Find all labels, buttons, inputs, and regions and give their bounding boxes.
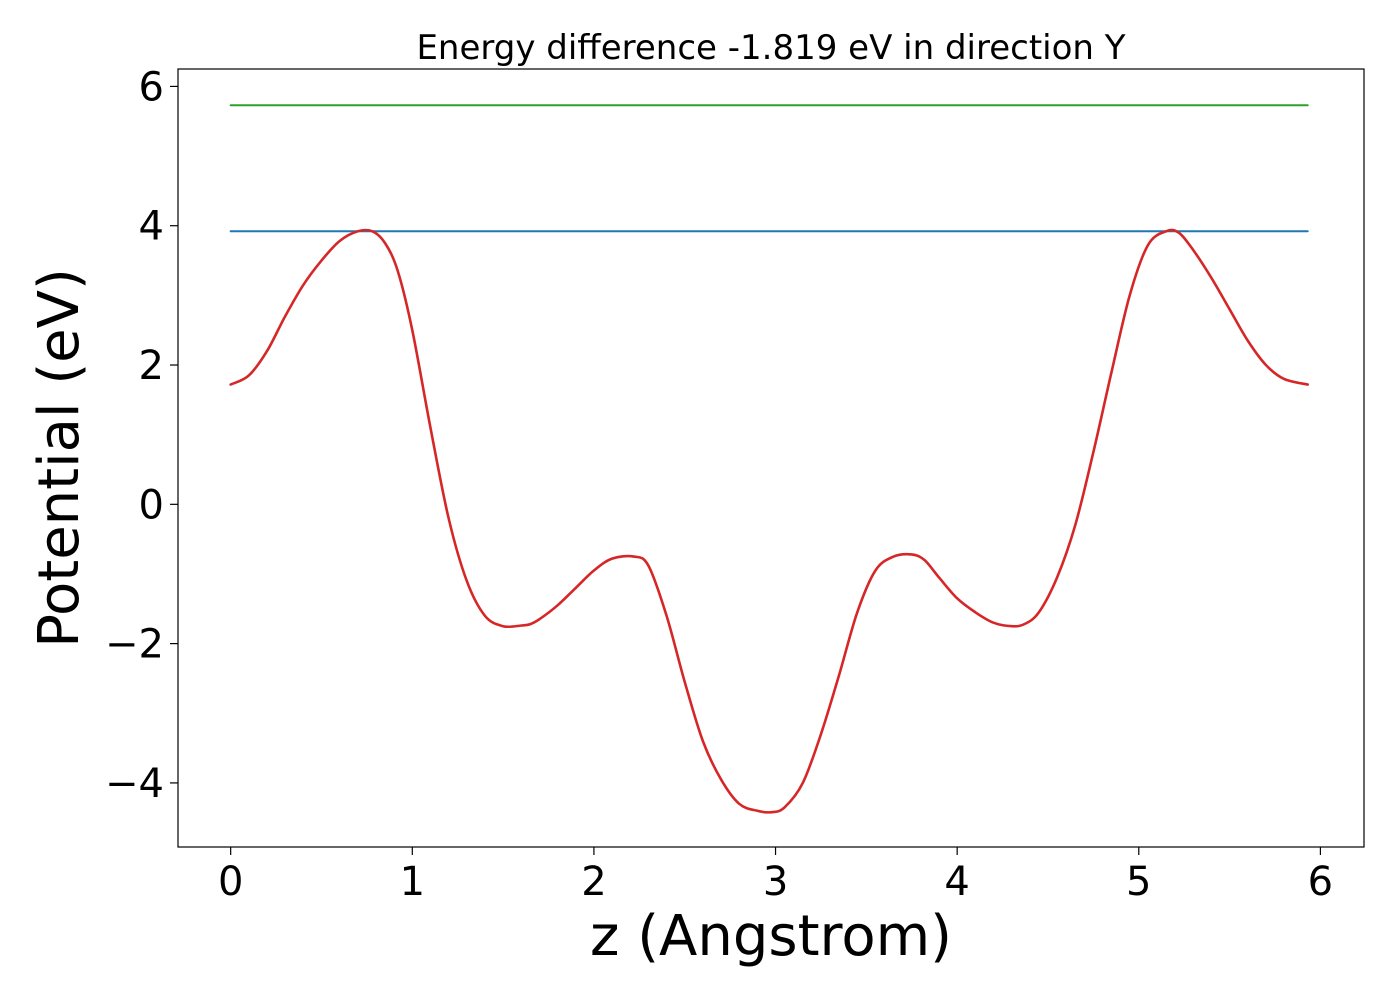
x-tick-label: 1: [400, 859, 425, 905]
x-tick-label: 6: [1308, 859, 1333, 905]
x-axis-ticks: 0 1 2 3 4 5 6: [218, 847, 1333, 905]
series-layer: [229, 104, 1309, 814]
y-tick-label: 4: [139, 204, 164, 250]
plot-frame: [177, 68, 1365, 848]
potential-curve-line: [229, 228, 1309, 814]
y-tick-label: −2: [105, 622, 164, 668]
y-tick-label: 2: [139, 343, 164, 389]
x-tick-label: 2: [581, 859, 606, 905]
x-axis-label: z (Angstrom): [590, 904, 952, 969]
x-tick-label: 3: [763, 859, 788, 905]
x-tick-label: 0: [218, 859, 243, 905]
y-tick-label: 0: [139, 482, 164, 528]
y-tick-label: 6: [139, 64, 164, 110]
y-axis-label: Potential (eV): [27, 268, 92, 648]
plot-background: [178, 69, 1364, 847]
x-tick-label: 4: [944, 859, 969, 905]
y-tick-label: −4: [105, 761, 164, 807]
y-axis-ticks: −4 −2 0 2 4 6: [105, 64, 178, 807]
chart-title: Energy difference -1.819 eV in direction…: [416, 28, 1125, 68]
x-tick-label: 5: [1126, 859, 1151, 905]
